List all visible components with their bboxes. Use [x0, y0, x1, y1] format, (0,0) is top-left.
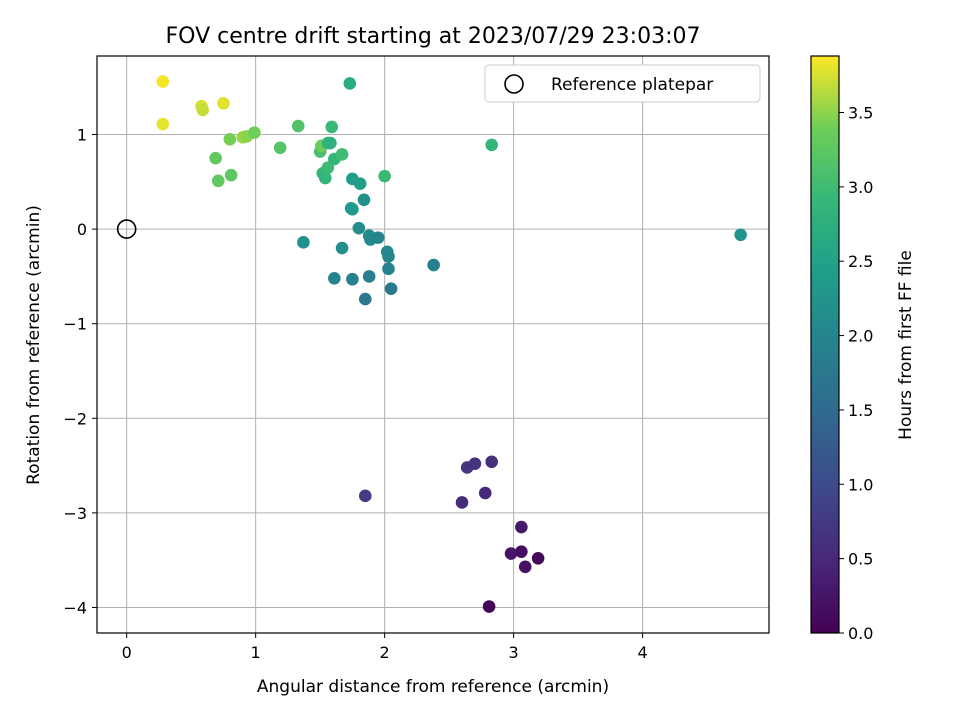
y-tick-label: −1: [63, 315, 87, 334]
data-point: [325, 120, 339, 134]
data-point: [353, 177, 367, 190]
data-point: [384, 282, 398, 295]
grid: [97, 56, 769, 633]
data-point: [209, 151, 222, 165]
data-point: [346, 272, 359, 286]
data-point: [485, 455, 498, 469]
data-point: [223, 132, 237, 146]
chart-title: FOV centre drift starting at 2023/07/29 …: [166, 24, 701, 49]
colorbar-tick-label: 3.0: [848, 178, 873, 197]
data-point: [273, 141, 287, 155]
y-axis-ticks: 1 0 −1 −2 −3 −4: [63, 126, 97, 617]
data-point: [504, 547, 518, 560]
data-point: [291, 119, 305, 133]
colorbar-tick-label: 2.5: [848, 252, 873, 271]
colorbar-tick-label: 1.0: [848, 475, 873, 494]
y-tick-label: −3: [63, 504, 87, 523]
x-tick-label: 3: [509, 643, 519, 662]
colorbar: 0.0 0.5 1.0 1.5 2.0 2.5 3.0 3.5 Hours from firs…: [810, 55, 916, 643]
colorbar-tick-label: 0.0: [848, 624, 873, 643]
data-point: [358, 489, 372, 503]
data-point: [427, 258, 440, 272]
x-axis-label: Angular distance from reference (arcmin): [257, 677, 609, 697]
x-tick-label: 4: [638, 643, 648, 662]
legend: Reference platepar: [484, 64, 761, 103]
colorbar-tick-label: 0.5: [848, 550, 873, 569]
data-point: [318, 171, 332, 185]
data-point: [156, 117, 170, 131]
x-tick-label: 2: [380, 643, 390, 662]
x-axis-ticks: 0 1 2 3 4: [122, 633, 648, 662]
data-point: [248, 126, 261, 139]
plot-frame: [96, 55, 770, 634]
data-point: [515, 520, 528, 534]
x-tick-label: 1: [251, 643, 261, 662]
data-point: [335, 148, 349, 161]
plot-area: [96, 55, 770, 634]
legend-marker-icon: [504, 74, 524, 94]
data-point: [382, 250, 395, 263]
data-point: [518, 560, 532, 574]
y-tick-label: 1: [77, 126, 87, 145]
data-point: [485, 138, 498, 152]
data-point: [324, 136, 337, 150]
data-points: [156, 75, 747, 613]
data-point: [346, 202, 359, 216]
data-point: [378, 169, 391, 183]
data-point: [482, 600, 496, 613]
legend-box: [484, 64, 761, 103]
colorbar-gradient: [810, 55, 840, 634]
data-point: [211, 174, 225, 188]
data-point: [357, 193, 371, 207]
data-point: [352, 221, 366, 235]
data-point: [217, 96, 230, 110]
data-point: [382, 262, 395, 276]
data-point: [196, 103, 210, 117]
legend-entry-label: Reference platepar: [551, 75, 713, 95]
data-point: [358, 292, 372, 306]
data-point: [371, 231, 385, 244]
data-point: [224, 168, 238, 182]
y-tick-label: −4: [63, 598, 87, 617]
data-point: [297, 236, 310, 249]
colorbar-tick-label: 1.5: [848, 401, 873, 420]
colorbar-ticks: 0.0 0.5 1.0 1.5 2.0 2.5 3.0 3.5: [839, 104, 873, 643]
data-point: [455, 496, 469, 509]
data-point: [362, 270, 376, 283]
data-point: [531, 551, 545, 565]
y-axis-label: Rotation from reference (arcmin): [24, 205, 44, 485]
x-tick-label: 0: [122, 643, 132, 662]
reference-marker: [116, 219, 137, 239]
colorbar-tick-label: 3.5: [848, 104, 873, 123]
y-tick-label: −2: [63, 409, 87, 428]
data-point: [515, 545, 528, 558]
data-point: [156, 75, 170, 88]
colorbar-label: Hours from first FF file: [896, 250, 916, 440]
y-tick-label: 0: [77, 220, 87, 239]
data-point: [478, 486, 492, 500]
data-point: [343, 77, 357, 90]
data-point: [328, 271, 341, 285]
data-point: [335, 241, 349, 255]
data-point: [734, 228, 747, 242]
colorbar-tick-label: 2.0: [848, 327, 873, 346]
data-point: [468, 457, 482, 470]
